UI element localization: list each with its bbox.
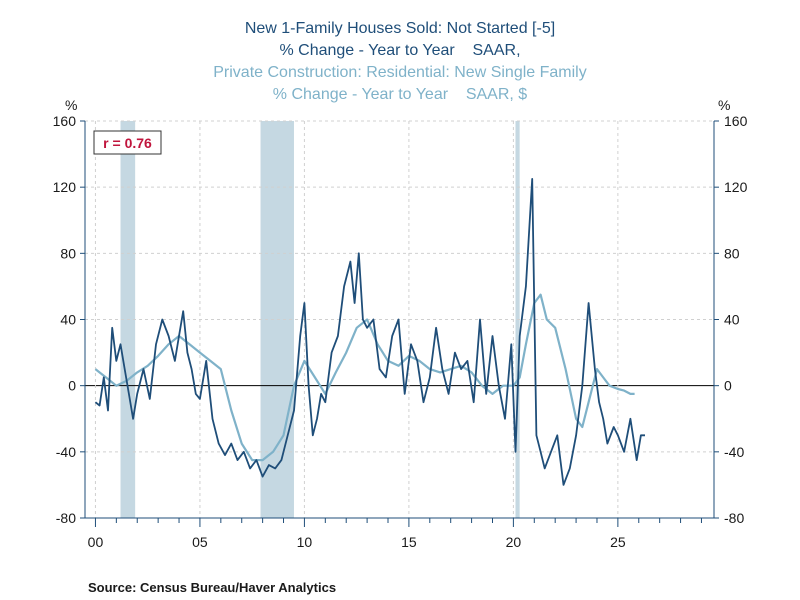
right-y-tick-label: 40	[724, 312, 740, 328]
series1-title-line1: New 1-Family Houses Sold: Not Started [-…	[244, 20, 556, 37]
gridlines	[85, 120, 714, 519]
source-note: Source: Census Bureau/Haver Analytics	[88, 580, 337, 595]
x-tick-label: 00	[88, 534, 104, 550]
series-construction-line	[94, 293, 635, 462]
series2-title-line2: % Change - Year to Year SAAR, $	[272, 86, 528, 103]
right-y-tick-label: -80	[724, 510, 744, 526]
series-houses-sold-line	[94, 177, 645, 486]
left-y-tick-label: 120	[53, 179, 77, 195]
left-y-tick-label: -40	[56, 444, 76, 460]
series-lines	[94, 177, 645, 486]
left-axis-unit: %	[65, 97, 77, 113]
right-y-tick-label: 80	[724, 245, 740, 261]
right-y-tick-label: 120	[724, 179, 748, 195]
x-tick-label: 10	[297, 534, 313, 550]
correlation-label: r = 0.76	[103, 135, 152, 151]
x-tick-label: 25	[610, 534, 626, 550]
right-y-tick-label: 0	[724, 378, 732, 394]
x-tick-label: 20	[506, 534, 522, 550]
left-y-tick-label: 160	[53, 113, 77, 129]
correlation-box: r = 0.76	[93, 130, 162, 155]
left-y-tick-label: 80	[60, 245, 76, 261]
right-axis-unit: %	[718, 97, 730, 113]
right-y-tick-label: 160	[724, 113, 748, 129]
left-y-tick-label: 0	[68, 378, 76, 394]
series2-title-line1: Private Construction: Residential: New S…	[213, 64, 587, 81]
chart-titles: New 1-Family Houses Sold: Not Started [-…	[0, 18, 800, 106]
series1-title-line2: % Change - Year to Year SAAR,	[279, 42, 521, 59]
right-y-tick-label: -40	[724, 444, 744, 460]
left-y-tick-label: 40	[60, 312, 76, 328]
left-y-tick-label: -80	[56, 510, 76, 526]
x-tick-label: 05	[192, 534, 208, 550]
x-tick-label: 15	[401, 534, 417, 550]
